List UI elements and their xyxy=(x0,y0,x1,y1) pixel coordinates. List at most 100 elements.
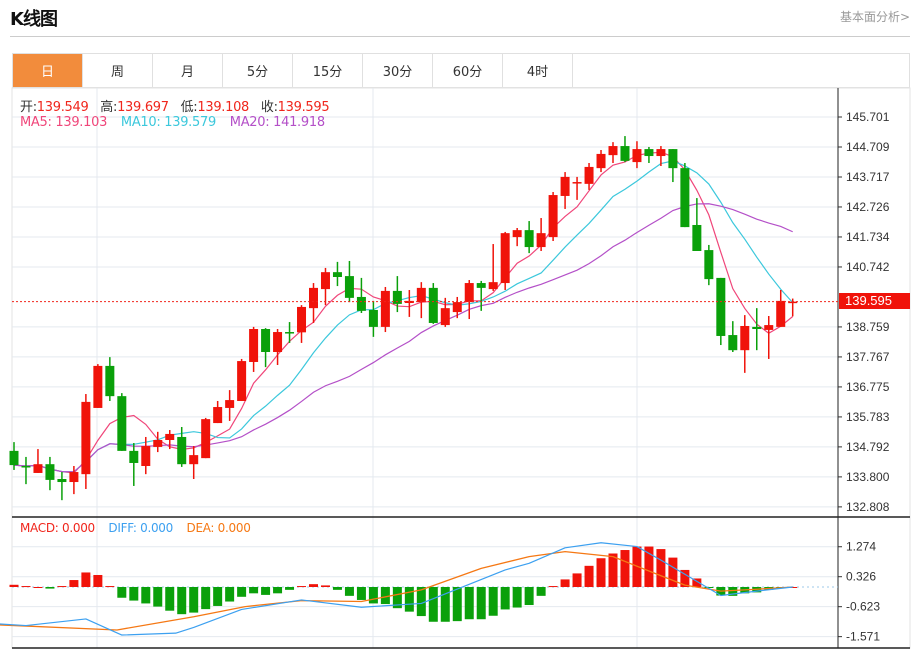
macd-histogram-bar xyxy=(548,586,558,588)
ma-legend: MA5: 139.103 MA10: 139.579 MA20: 141.918 xyxy=(20,115,329,130)
candle xyxy=(237,358,247,401)
fundamental-analysis-link[interactable]: 基本面分析> xyxy=(839,10,910,24)
candle-body xyxy=(740,325,750,351)
candle xyxy=(464,280,474,320)
y-tick-label: 142.726 xyxy=(846,200,890,214)
candle xyxy=(536,218,546,251)
candle xyxy=(9,442,19,470)
candle xyxy=(213,400,223,424)
y-tick-label: 134.792 xyxy=(846,440,890,454)
macd-histogram-bar xyxy=(440,587,450,622)
candle-body xyxy=(344,276,354,298)
macd-histogram-bar xyxy=(368,587,378,604)
macd-histogram-bar xyxy=(189,587,199,613)
macd-histogram-bar xyxy=(249,587,259,594)
macd-histogram-bar xyxy=(285,587,295,590)
candle xyxy=(632,141,642,169)
candle-body xyxy=(237,361,247,401)
macd-histogram-bar xyxy=(500,587,510,610)
macd-histogram-bar xyxy=(165,587,175,611)
macd-histogram-bar xyxy=(237,587,247,597)
tab-month[interactable]: 月 xyxy=(153,54,223,87)
tab-day[interactable]: 日 xyxy=(13,54,83,87)
macd-histogram-bar xyxy=(105,586,115,588)
candle-body xyxy=(177,436,187,465)
candle-body xyxy=(392,290,402,304)
macd-y-tick-label: -1.571 xyxy=(846,630,880,644)
candle-body xyxy=(189,455,199,465)
tab-60min[interactable]: 60分 xyxy=(433,54,503,87)
macd-histogram-bar xyxy=(644,546,654,587)
macd-histogram-bar xyxy=(596,558,606,587)
candle-body xyxy=(285,332,295,334)
tab-4hour[interactable]: 4时 xyxy=(503,54,573,87)
macd-histogram-bar xyxy=(141,587,151,604)
macd-histogram-bar xyxy=(512,587,522,608)
candle xyxy=(21,456,31,485)
dea-line xyxy=(0,550,793,631)
tab-30min[interactable]: 30分 xyxy=(363,54,433,87)
high-value: 139.697 xyxy=(117,100,169,115)
candle xyxy=(309,283,318,323)
candle xyxy=(524,221,534,254)
candle xyxy=(692,198,702,251)
macd-histogram-bar xyxy=(656,549,666,587)
candle xyxy=(273,329,283,365)
candle xyxy=(332,261,342,287)
candle xyxy=(129,443,139,486)
macd-histogram-bar xyxy=(81,572,91,587)
y-tick-label: 141.734 xyxy=(846,230,890,244)
candle xyxy=(57,472,67,501)
candle xyxy=(117,393,127,451)
candle xyxy=(776,290,786,327)
candle xyxy=(368,300,378,337)
candle-body xyxy=(141,446,151,466)
macd-histogram-bar xyxy=(177,587,187,615)
candle-body xyxy=(512,230,522,238)
candle xyxy=(380,286,390,333)
macd-histogram-bar xyxy=(344,587,354,596)
candle xyxy=(344,260,354,303)
candle-body xyxy=(45,464,55,480)
tab-5min[interactable]: 5分 xyxy=(223,54,293,87)
y-tick-label: 140.742 xyxy=(846,260,890,274)
macd-y-tick-label: 1.274 xyxy=(846,540,876,554)
candle xyxy=(500,231,510,291)
candle xyxy=(165,430,175,450)
candle-body xyxy=(213,407,223,424)
candle xyxy=(452,296,462,319)
candle-body xyxy=(680,168,690,228)
open-value: 139.549 xyxy=(36,100,89,115)
candle xyxy=(740,315,750,373)
candle-body xyxy=(81,401,91,475)
candle-body xyxy=(356,296,366,311)
candle-body xyxy=(632,149,642,163)
macd-histogram-bar xyxy=(57,586,67,588)
macd-histogram-bar xyxy=(524,587,534,606)
candle-body xyxy=(93,365,103,408)
y-tick-label: 136.775 xyxy=(846,380,890,394)
candle-body xyxy=(225,400,235,408)
open-label: 开: xyxy=(20,100,37,115)
candle xyxy=(752,308,762,351)
tab-15min[interactable]: 15分 xyxy=(293,54,363,87)
y-tick-label: 144.709 xyxy=(846,140,890,154)
candle-body xyxy=(380,290,390,327)
candle-body xyxy=(69,472,79,483)
diff-line xyxy=(0,542,793,636)
candle-body xyxy=(704,250,714,280)
candle-body xyxy=(548,195,558,238)
candle xyxy=(153,431,163,453)
candle-body xyxy=(656,149,666,157)
candle xyxy=(584,162,594,190)
page-title: K线图 xyxy=(10,9,58,30)
candle xyxy=(680,162,690,228)
candle-body xyxy=(452,302,462,313)
candle xyxy=(596,149,606,173)
low-label: 低: xyxy=(180,100,198,115)
candle-body xyxy=(320,272,330,290)
macd-histogram-bar xyxy=(728,587,738,596)
tab-week[interactable]: 周 xyxy=(83,54,153,87)
candle xyxy=(644,146,654,163)
